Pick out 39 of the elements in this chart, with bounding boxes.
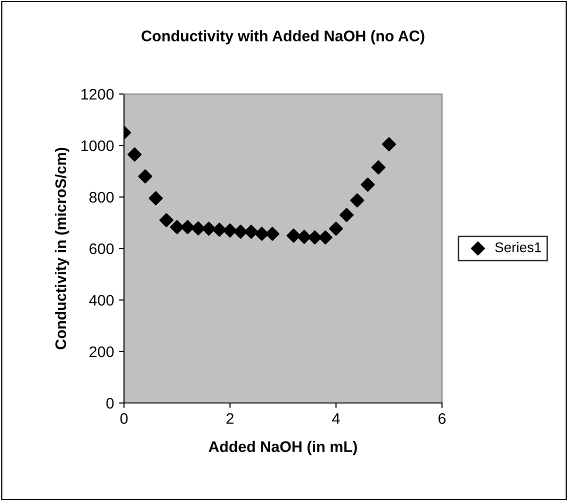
y-tick-label: 200	[90, 346, 114, 358]
point	[328, 222, 344, 236]
y-tick-label: 600	[90, 243, 114, 254]
point	[170, 220, 184, 234]
point	[128, 147, 142, 162]
point	[191, 221, 206, 236]
x-tick-label: 2	[226, 413, 234, 424]
point	[138, 169, 152, 184]
point	[148, 191, 163, 206]
x-tick-label: 4	[332, 413, 340, 424]
y-tick-label: 0	[106, 398, 114, 409]
point	[340, 208, 354, 222]
point	[371, 160, 386, 174]
x-tick-label: 6	[438, 413, 446, 424]
y-tick-label: 1000	[81, 140, 114, 152]
point	[286, 228, 301, 243]
point	[234, 224, 248, 239]
point	[350, 193, 364, 208]
point	[222, 223, 238, 238]
point	[360, 178, 375, 192]
point	[202, 222, 216, 236]
point	[254, 226, 269, 241]
y-axis-title: Conductivity in (microS/cm)	[54, 148, 70, 350]
point	[308, 230, 322, 244]
point	[212, 222, 226, 237]
chart-title: Conductivity with Added NaOH (no AC)	[142, 30, 424, 44]
point	[318, 230, 332, 244]
point	[297, 230, 312, 244]
point	[265, 226, 280, 241]
y-tick-label: 1200	[81, 88, 114, 100]
point	[159, 213, 174, 228]
point	[244, 224, 258, 239]
point	[180, 220, 195, 234]
legend-label: Series1	[495, 242, 542, 252]
point	[382, 137, 396, 152]
y-tick-label: 800	[89, 192, 114, 203]
y-tick-label: 400	[89, 294, 114, 306]
x-axis-title: Added NaOH (in mL)	[208, 440, 357, 456]
x-tick-label: 0	[120, 413, 128, 424]
